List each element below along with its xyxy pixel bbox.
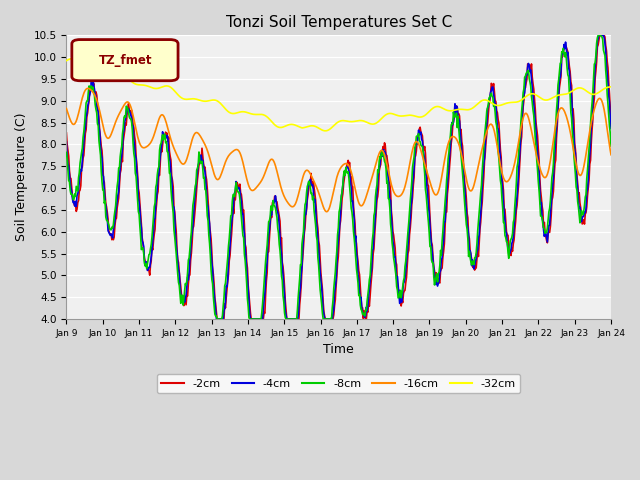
Title: Tonzi Soil Temperatures Set C: Tonzi Soil Temperatures Set C — [225, 15, 452, 30]
Y-axis label: Soil Temperature (C): Soil Temperature (C) — [15, 113, 28, 241]
Legend: -2cm, -4cm, -8cm, -16cm, -32cm: -2cm, -4cm, -8cm, -16cm, -32cm — [157, 374, 520, 393]
Text: TZ_fmet: TZ_fmet — [99, 53, 152, 67]
FancyBboxPatch shape — [72, 39, 178, 81]
X-axis label: Time: Time — [323, 343, 354, 356]
